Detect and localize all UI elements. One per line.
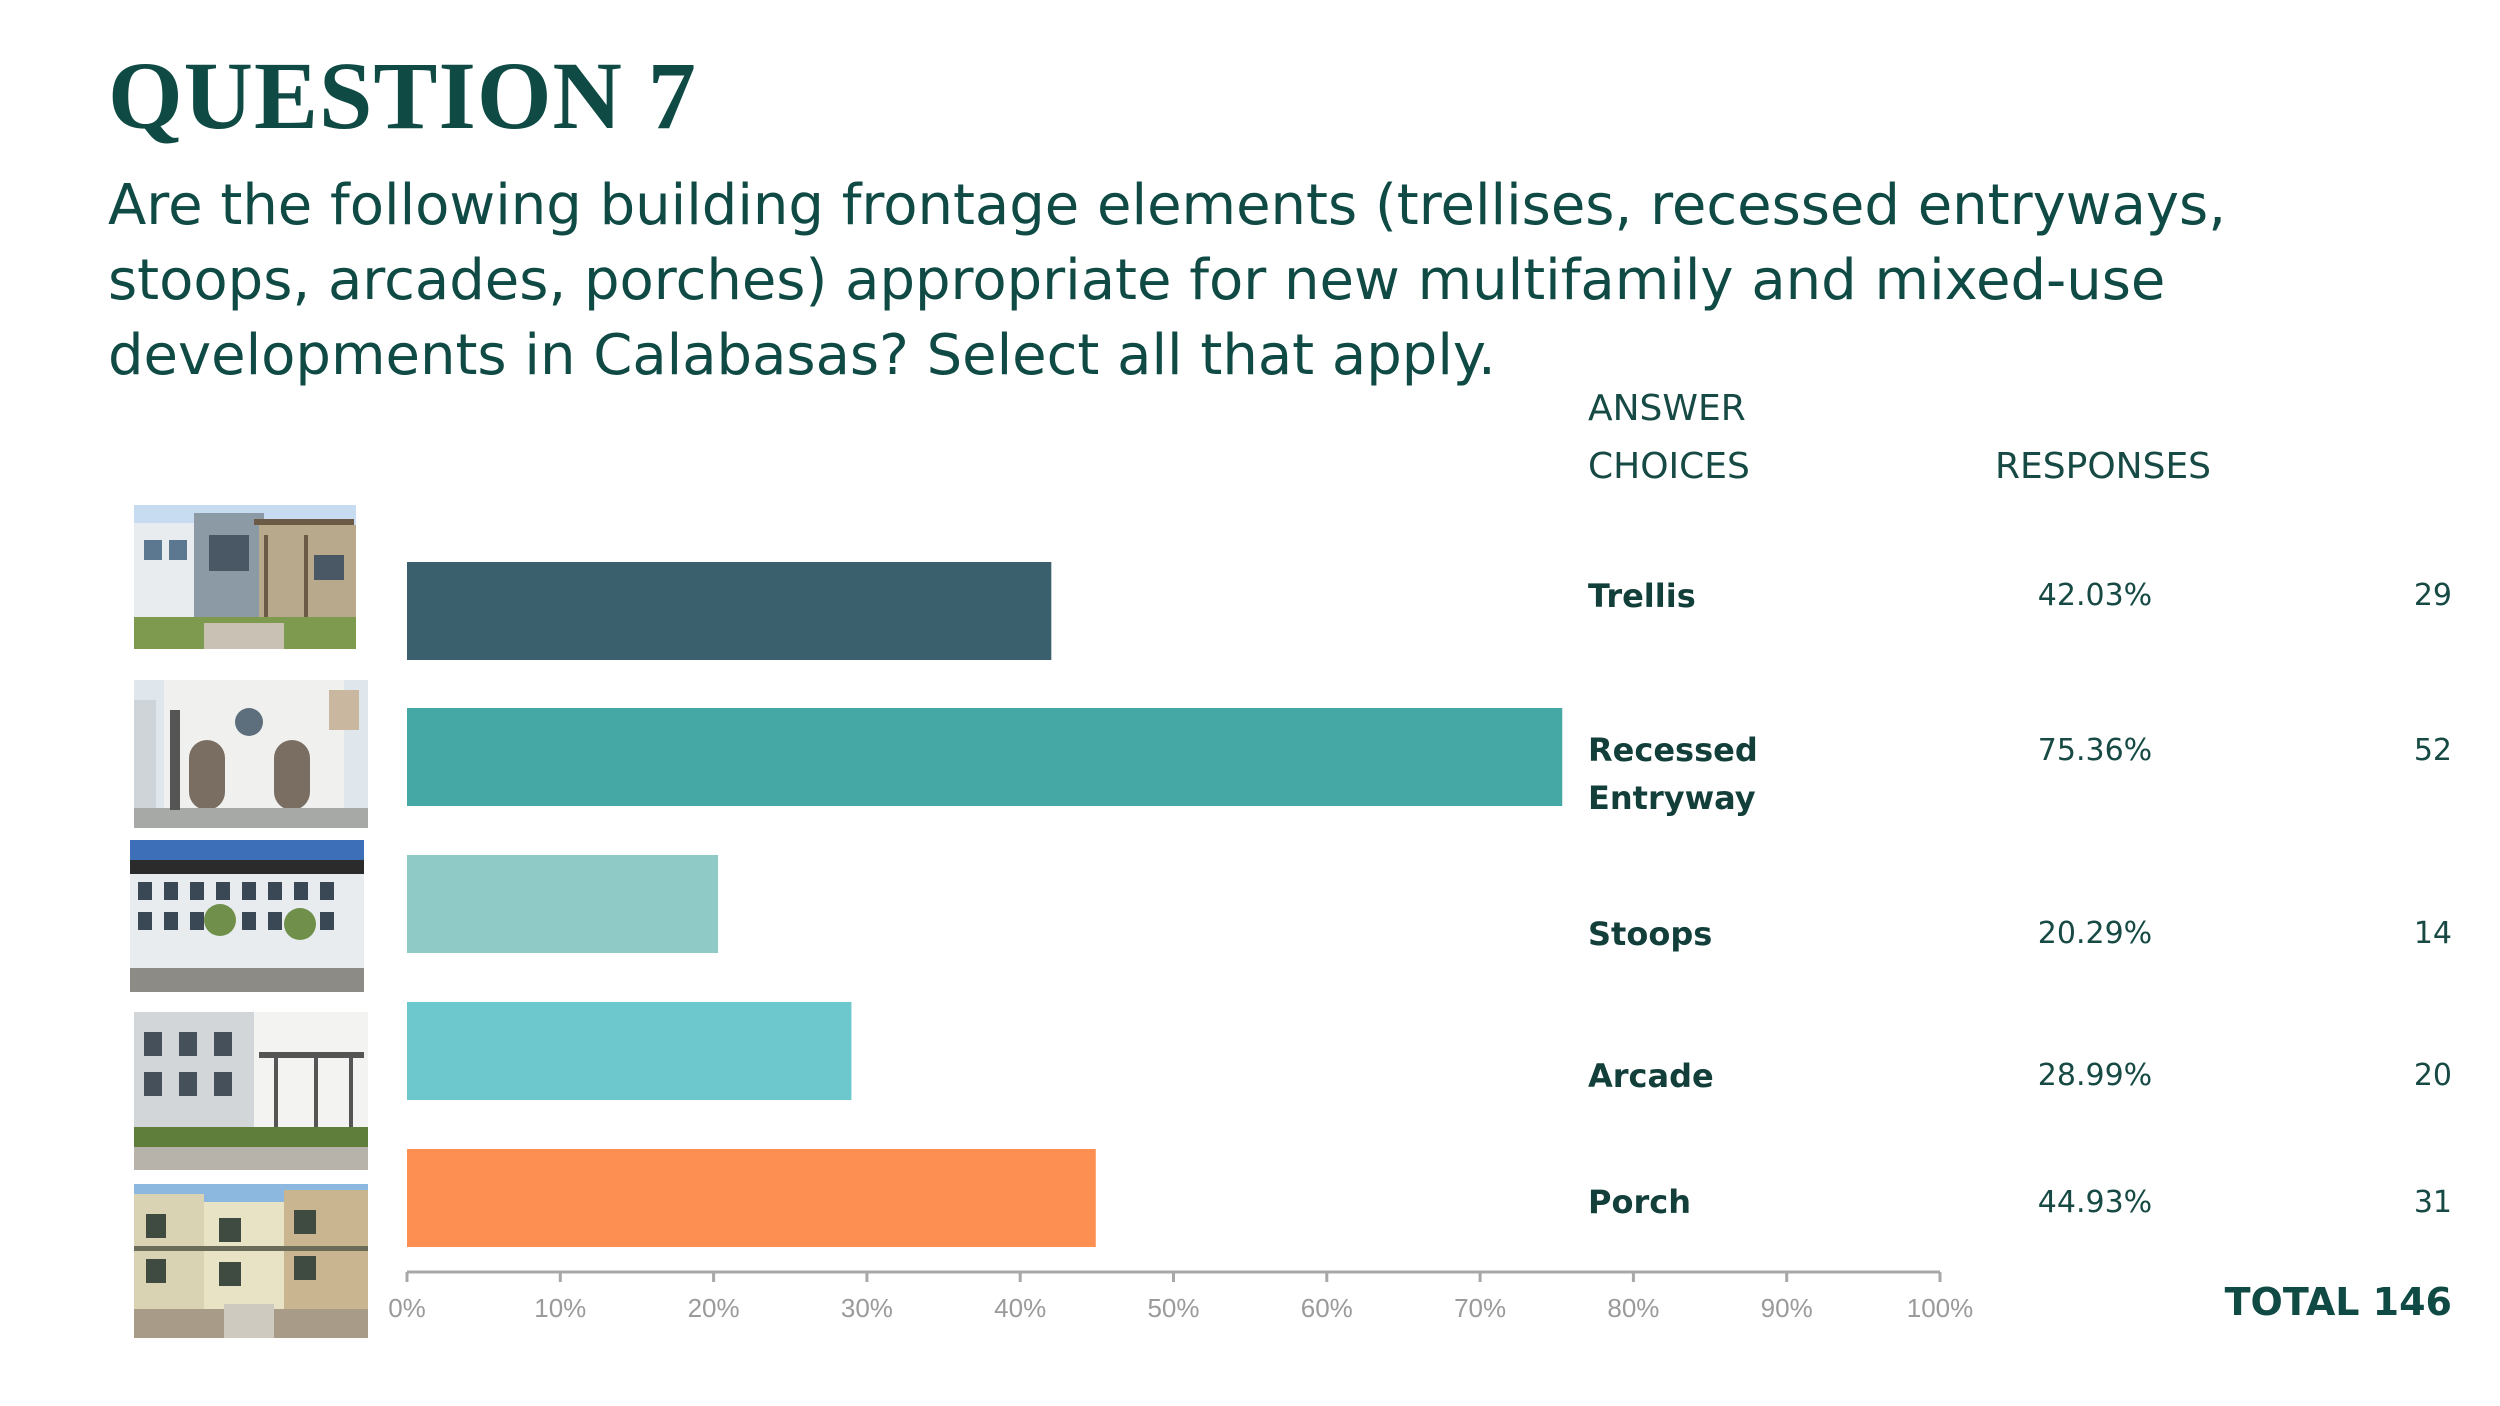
x-tick-label: 40%	[994, 1293, 1046, 1323]
bar-trellis	[407, 562, 1052, 660]
answer-label-recessed: Recessed Entryway	[1588, 731, 1758, 817]
question-text: Are the following building frontage elem…	[108, 173, 2227, 388]
x-tick-label: 20%	[688, 1293, 740, 1323]
response-percent-arcade: 28.99%	[2037, 1058, 2153, 1093]
porch-photo	[134, 1184, 368, 1338]
response-count-arcade: 20	[2413, 1058, 2452, 1093]
x-tick-label: 30%	[841, 1293, 893, 1323]
response-count-recessed: 52	[2413, 733, 2452, 768]
page-title: QUESTION 7	[108, 42, 697, 149]
answer-label-porch: Porch	[1588, 1183, 1691, 1221]
response-percent-recessed: 75.36%	[2037, 733, 2153, 768]
response-percent-trellis: 42.03%	[2037, 578, 2153, 613]
response-percent-porch: 44.93%	[2037, 1185, 2153, 1220]
x-tick-label: 10%	[534, 1293, 586, 1323]
x-tick-label: 0%	[388, 1293, 426, 1323]
trellis-photo	[134, 505, 356, 649]
response-percent-stoops: 20.29%	[2037, 916, 2153, 951]
answer-choices-header: ANSWER CHOICES	[1588, 380, 1888, 496]
response-count-porch: 31	[2413, 1185, 2452, 1220]
arcade-photo	[134, 1012, 368, 1170]
stoops-photo	[130, 840, 364, 992]
answer-header-line1: ANSWER	[1588, 388, 1746, 429]
x-tick-label: 70%	[1454, 1293, 1506, 1323]
bar-stoops	[407, 855, 719, 953]
x-tick-label: 80%	[1607, 1293, 1659, 1323]
bar-porch	[407, 1149, 1096, 1247]
responses-header: RESPONSES	[1995, 446, 2212, 487]
answer-label-trellis: Trellis	[1588, 577, 1696, 615]
x-tick-label: 100%	[1907, 1293, 1974, 1323]
x-tick-label: 60%	[1301, 1293, 1353, 1323]
bar-recessed	[407, 708, 1563, 806]
x-tick-label: 90%	[1761, 1293, 1813, 1323]
total-responses: TOTAL 146	[2224, 1280, 2452, 1324]
bar-arcade	[407, 1002, 852, 1100]
response-count-trellis: 29	[2413, 578, 2452, 613]
answer-header-line2: CHOICES	[1588, 446, 1750, 487]
x-tick-label: 50%	[1147, 1293, 1199, 1323]
response-count-stoops: 14	[2413, 916, 2452, 951]
recessed-entryway-photo	[134, 680, 368, 828]
answer-label-stoops: Stoops	[1588, 915, 1713, 953]
answer-label-arcade: Arcade	[1588, 1057, 1714, 1095]
